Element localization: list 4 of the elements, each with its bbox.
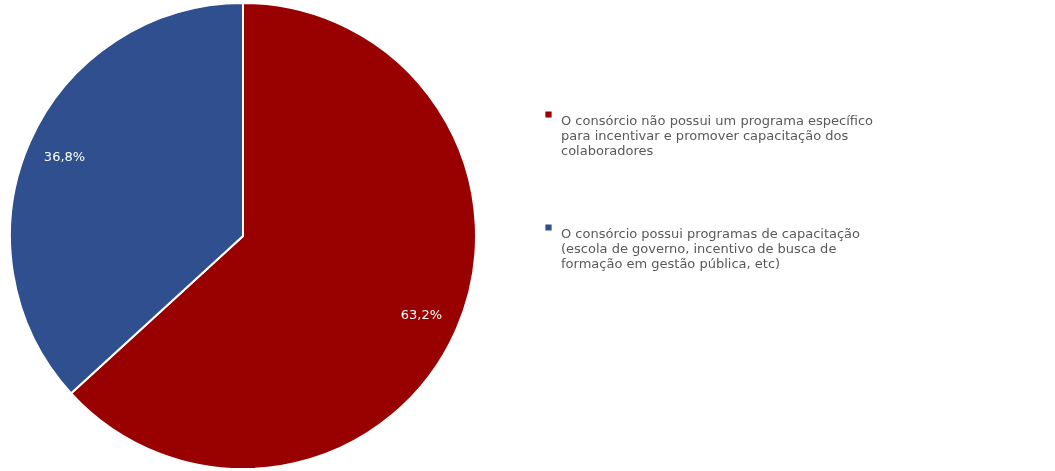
legend-label: O consórcio possui programas de capacitação (escola de governo, incentivo de busca de formação em gestão pública, etc) [561,225,861,271]
data-label: 36,8% [43,149,86,165]
data-label: 63,2% [400,306,443,322]
legend-label: O consórcio não possui um programa específico para incentivar e promover capacitação dos colaboradores [561,112,874,158]
